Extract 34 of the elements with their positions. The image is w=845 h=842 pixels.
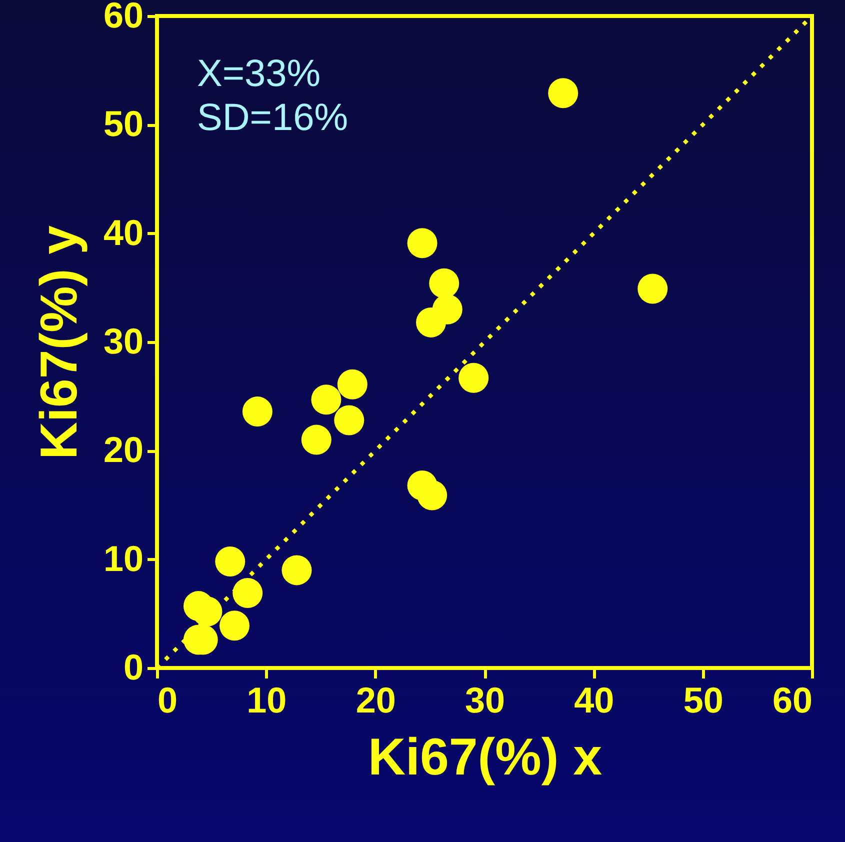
x-tick-label: 10 [246,680,287,720]
y-tick-label: 60 [103,0,144,36]
y-tick-label: 20 [103,429,144,470]
y-tick-label: 50 [103,103,144,144]
point [220,610,250,641]
x-tick-label: 20 [356,680,396,720]
x-tick-label: 40 [574,680,614,720]
annotation: SD=16% [197,97,348,139]
y-axis-title: Ki67(%) y [30,225,88,460]
point [334,405,364,436]
x-tick-label: 0 [158,680,178,720]
x-tick-label: 60 [772,680,812,720]
point [548,78,578,108]
y-tick-label: 40 [103,212,144,253]
point [311,384,342,415]
point [242,396,272,427]
x-tick-label: 50 [683,680,724,720]
point [407,228,438,258]
y-tick-label: 30 [103,320,144,362]
point [429,268,460,298]
x-tick-label: 30 [464,680,506,720]
point [215,546,246,576]
y-tick-label: 0 [123,646,144,688]
point [416,307,446,338]
point [417,480,448,510]
point [232,578,263,608]
y-tick-label: 10 [103,538,144,579]
point [301,424,332,455]
point [337,369,368,400]
point [282,555,312,586]
point [458,362,489,393]
x-axis-title: Ki67(%) x [368,728,602,786]
annotation: X=33% [197,53,321,95]
point [638,274,668,304]
